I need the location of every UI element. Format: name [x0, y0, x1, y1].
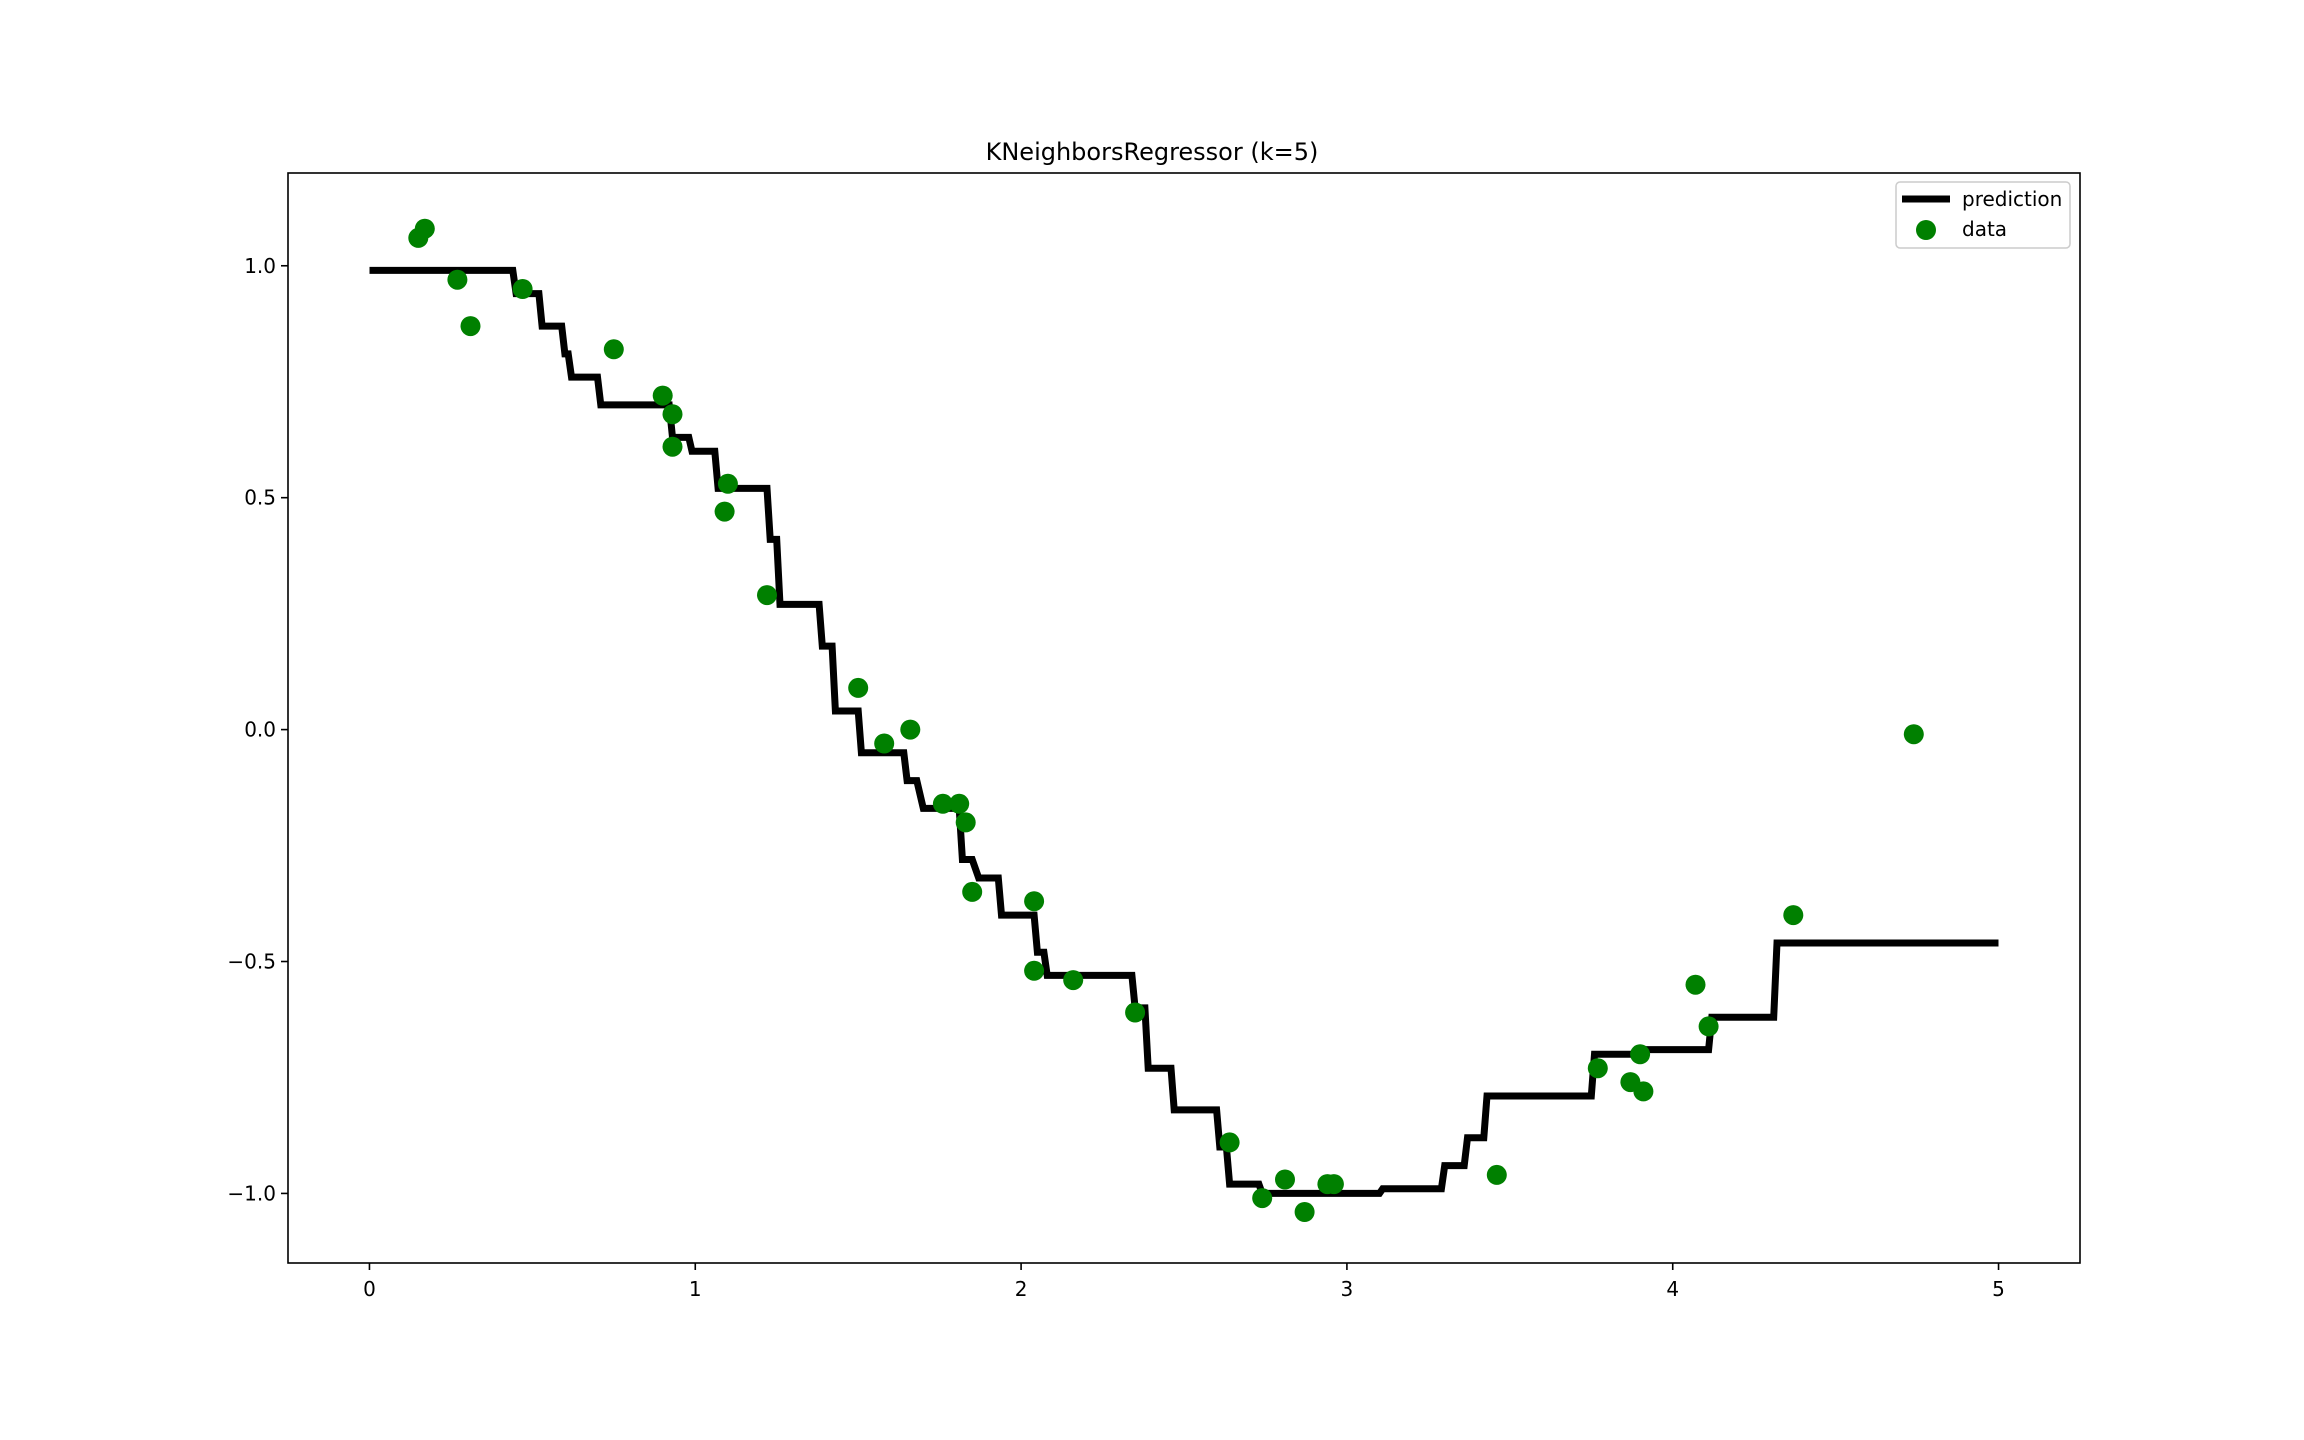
y-axis: 1.0 0.5 0.0 −0.5 −1.0: [227, 254, 288, 1205]
data-point: [1024, 960, 1045, 981]
data-point: [900, 719, 921, 740]
data-point: [1783, 905, 1804, 926]
data-point: [848, 677, 869, 698]
x-tick-label: 2: [1015, 1277, 1028, 1301]
data-point: [757, 585, 777, 606]
legend: prediction data: [1895, 181, 2071, 249]
data-point: [1063, 970, 1084, 991]
y-tick-label: 1.0: [244, 254, 276, 278]
data-point: [1630, 1044, 1651, 1065]
legend-data-label: data: [1962, 217, 2007, 241]
data-point: [1252, 1188, 1273, 1209]
x-tick-label: 0: [363, 1277, 376, 1301]
data-point: [652, 385, 673, 406]
data-point: [1024, 891, 1045, 912]
x-tick-label: 4: [1666, 1277, 1679, 1301]
plot-area: [287, 172, 2081, 1264]
data-point: [955, 812, 976, 833]
y-tick-label: 0.5: [244, 486, 276, 510]
x-tick-label: 1: [689, 1277, 702, 1301]
data-point: [932, 793, 953, 814]
data-point: [662, 436, 683, 457]
chart-title: KNeighborsRegressor (k=5): [986, 138, 1319, 166]
data-point: [447, 269, 468, 290]
data-point: [717, 473, 738, 494]
data-point: [1125, 1002, 1146, 1023]
x-tick-label: 3: [1341, 1277, 1354, 1301]
data-point: [1903, 724, 1924, 745]
y-tick-label: −1.0: [227, 1181, 276, 1205]
data-point: [1486, 1164, 1507, 1185]
data-point: [1698, 1016, 1719, 1037]
data-point: [1323, 1174, 1344, 1195]
data-point: [949, 793, 970, 814]
data-point: [874, 733, 895, 754]
data-point: [1633, 1081, 1654, 1102]
data-point: [1587, 1058, 1608, 1079]
legend-prediction-label: prediction: [1962, 187, 2062, 211]
data-point: [1275, 1169, 1295, 1190]
data-point: [662, 404, 683, 425]
x-axis: 0 1 2 3 4 5: [363, 1263, 2005, 1301]
data-point: [962, 881, 983, 902]
data-point: [414, 218, 435, 239]
legend-data-marker: [1916, 220, 1936, 240]
data-point: [1685, 974, 1706, 995]
y-tick-label: 0.0: [244, 718, 276, 742]
data-point: [1219, 1132, 1240, 1153]
scatter-layer: [408, 218, 1924, 1222]
data-point: [603, 339, 624, 360]
data-point: [714, 501, 735, 522]
data-point: [512, 279, 533, 299]
data-point: [1294, 1202, 1315, 1222]
data-point: [460, 316, 481, 337]
x-tick-label: 5: [1992, 1277, 2005, 1301]
y-tick-label: −0.5: [227, 950, 276, 974]
